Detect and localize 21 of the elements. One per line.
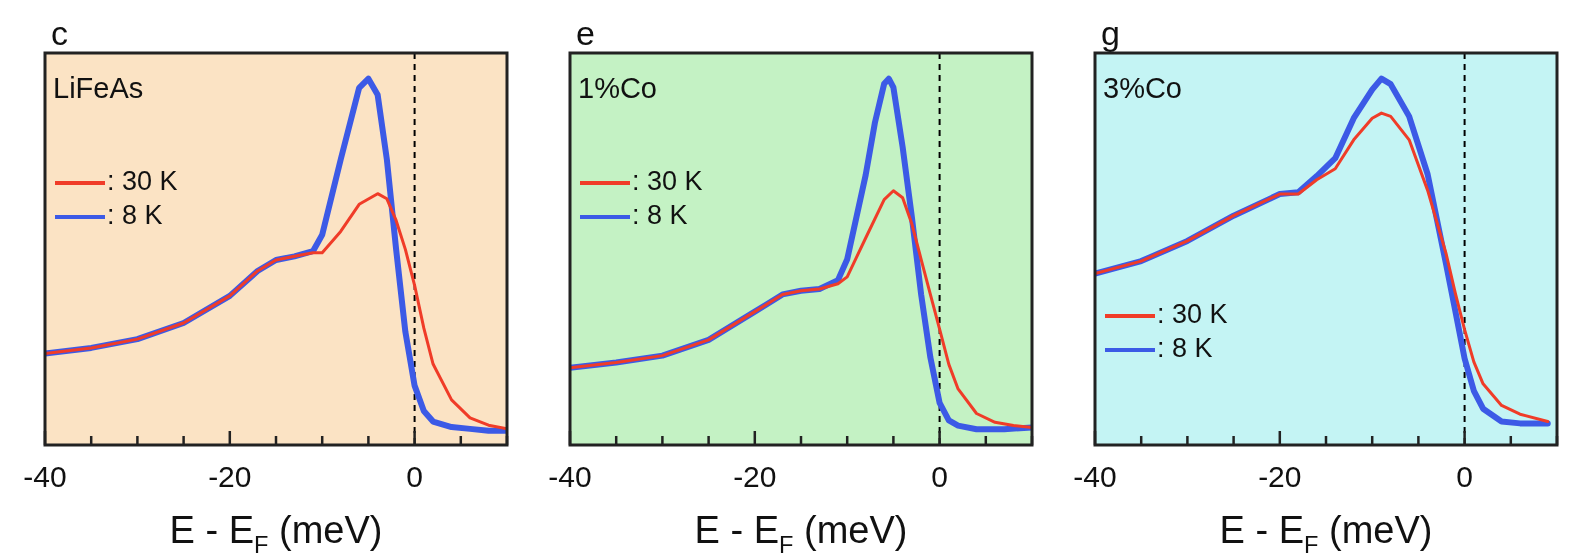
annotation: 1%Co xyxy=(578,72,657,104)
chart-title: c xyxy=(51,14,68,52)
legend-label: : 30 K xyxy=(107,166,178,197)
chart-title: e xyxy=(576,14,595,52)
x-tick-label: -40 xyxy=(548,460,592,493)
x-tick-label: -20 xyxy=(208,460,252,493)
legend-label: : 8 K xyxy=(632,200,688,231)
x-tick-label: -20 xyxy=(733,460,777,493)
legend-label: : 8 K xyxy=(1157,333,1213,364)
annotation: LiFeAs xyxy=(53,72,144,104)
x-tick-label: 0 xyxy=(931,460,948,493)
x-tick-label: -40 xyxy=(1073,460,1117,493)
chart-title: g xyxy=(1101,14,1120,52)
legend-label: : 30 K xyxy=(1157,299,1228,330)
legend-label: : 30 K xyxy=(632,166,703,197)
x-tick-label: -40 xyxy=(23,460,67,493)
annotation: 3%Co xyxy=(1103,72,1182,104)
x-tick-label: 0 xyxy=(1456,460,1473,493)
legend-label: : 8 K xyxy=(107,200,163,231)
x-tick-label: -20 xyxy=(1258,460,1302,493)
x-tick-label: 0 xyxy=(406,460,423,493)
